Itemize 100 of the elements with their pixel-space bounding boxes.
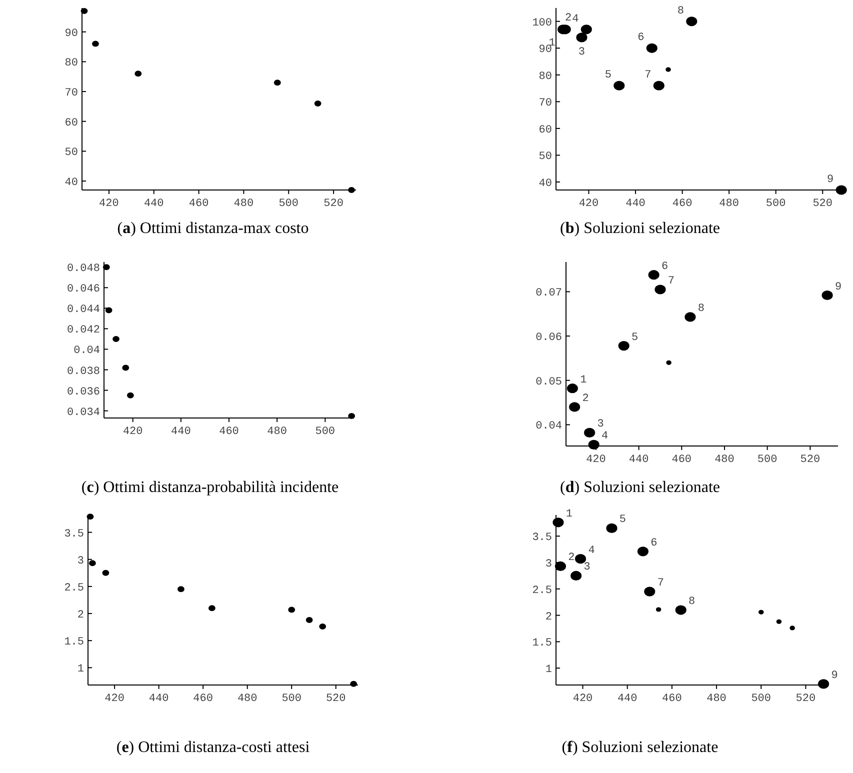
x-tick-label: 460 [219,426,239,438]
y-tick-label: 1.5 [532,638,552,650]
x-tick-label: 460 [662,693,682,705]
annotation: 4 [602,430,609,443]
annotation: 2 [568,552,575,564]
annotation: 3 [578,46,586,58]
x-tick-label: 420 [104,693,124,705]
y-tick-label: 70 [64,88,78,100]
x-tick-label: 480 [719,198,739,210]
point [319,624,326,630]
y-tick-label: 2 [77,610,84,622]
y-tick-label: 90 [538,44,552,56]
x-tick-label: 460 [672,454,692,466]
annotation: 5 [632,332,638,344]
x-tick-label: 440 [626,198,646,210]
point [686,16,698,26]
x-tick-label: 500 [766,198,786,210]
x-tick-label: 460 [193,693,213,705]
y-tick-label: 0.036 [66,386,100,398]
text: (f) Soluzioni selezionate [562,739,718,756]
y-tick-label: 90 [64,28,78,40]
y-tick-label: 0.042 [66,324,100,337]
y-tick-label: 3.5 [532,532,552,544]
y-tick-label: 50 [64,147,78,160]
x-tick-label: 440 [171,426,191,438]
point [606,523,618,533]
y-tick-label: 0.044 [66,304,100,316]
y-tick-label: 80 [64,58,78,70]
y-tick-label: 40 [64,177,78,190]
text: (d) Soluzioni selezionate [560,479,720,496]
x-tick-label: 480 [267,426,287,438]
point [92,40,99,47]
annotation: 7 [657,578,664,590]
annotation: 1 [566,508,573,520]
y-tick-label: 70 [538,98,552,110]
point [348,187,355,193]
point [274,80,281,86]
y-tick-label: 100 [532,17,552,30]
point [554,561,566,572]
x-tick-label: 420 [122,426,143,438]
y-tick-label: 1.5 [64,636,84,649]
x-tick-label: 520 [796,693,816,705]
annotation: 3 [597,418,604,431]
annotation: 8 [677,5,684,18]
point [646,43,658,53]
text: (e) Ottimi distanza-costi attesi [116,739,310,756]
point [614,80,625,90]
x-tick-label: 480 [706,693,726,705]
annotation: 9 [827,174,834,186]
text: (c) Ottimi distanza-probabilità incidente [81,479,339,496]
point [306,617,313,624]
x-tick-label: 440 [148,693,169,705]
y-tick-label: 60 [64,117,78,130]
point [790,626,795,630]
point [134,70,142,77]
text: (b) Soluzioni selezionate [560,220,720,237]
x-tick-label: 420 [572,693,593,705]
point [776,619,782,624]
x-tick-label: 500 [315,426,336,438]
annotation: 6 [638,32,644,44]
point [818,679,830,689]
x-tick-label: 500 [282,693,302,705]
x-tick-label: 480 [234,198,254,210]
point [80,8,88,14]
y-tick-label: 3 [545,558,552,571]
point [666,360,672,365]
point [675,605,686,615]
annotation: 6 [650,537,658,550]
annotation: 5 [604,70,612,82]
annotation: 9 [831,670,838,682]
point [588,440,600,450]
point [105,307,112,314]
y-tick-label: 80 [538,70,552,83]
x-tick-label: 440 [144,198,164,210]
annotation: 1 [580,374,588,386]
y-tick-label: 2 [545,611,552,624]
point [580,24,592,34]
point [653,80,664,90]
point [684,312,696,322]
x-tick-label: 440 [617,693,638,705]
annotation: 9 [834,281,842,294]
x-tick-label: 520 [800,454,820,466]
x-tick-label: 480 [237,693,258,705]
point [836,185,847,195]
y-tick-label: 0.034 [66,406,100,419]
point [208,605,216,612]
point [348,412,356,419]
point [126,392,134,398]
point [656,607,662,612]
point [666,67,671,72]
point [637,546,648,556]
point [314,100,322,106]
x-tick-label: 480 [714,454,734,466]
y-tick-label: 60 [538,124,552,136]
point [648,270,660,280]
point [102,264,110,270]
x-tick-label: 460 [188,198,209,210]
point [122,364,130,371]
y-tick-label: 3.5 [64,528,84,540]
point [569,402,580,412]
